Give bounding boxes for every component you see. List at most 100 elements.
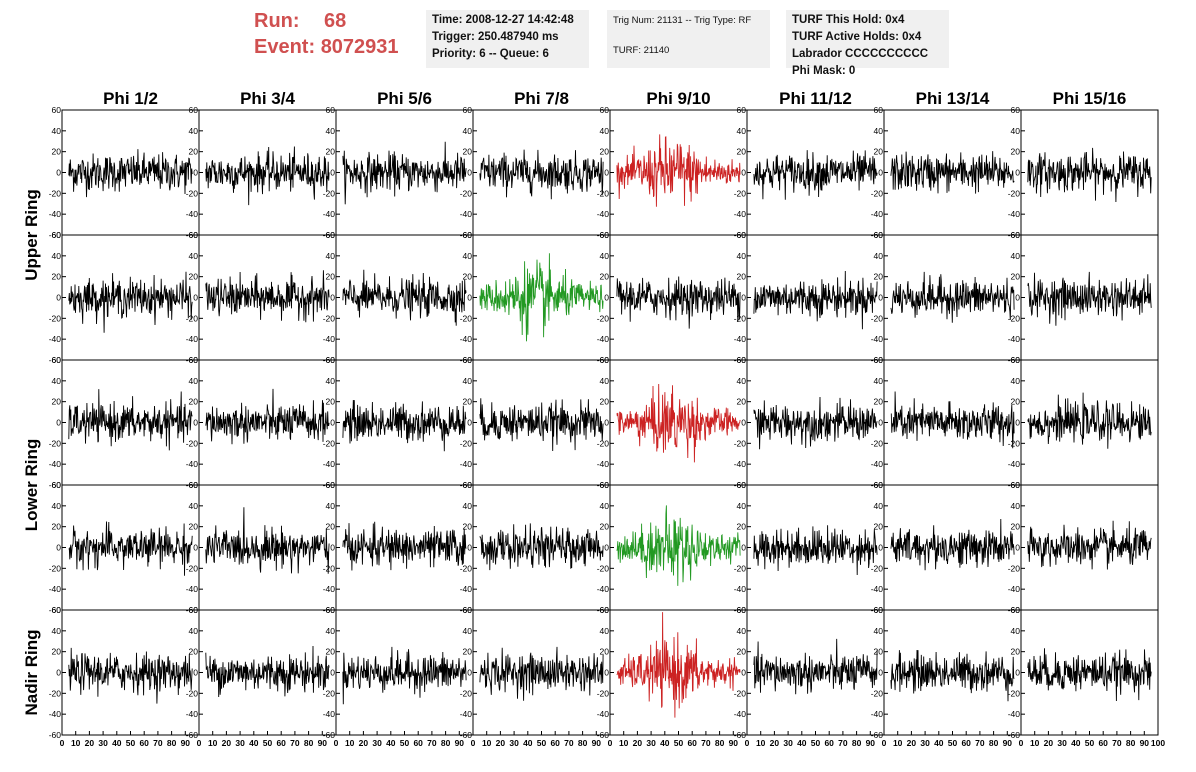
xtick-label-c1: 80 [304,738,314,748]
xtick-label-c3: 40 [523,738,533,748]
ytick-label-r2-c1: 0 [193,418,198,428]
ytick-label-r0-c5: 20 [737,147,747,157]
column-header-5: Phi 9/10 [646,89,710,108]
xtick-label-c5: 90 [866,738,876,748]
ytick-label-r2-c4: 20 [600,397,610,407]
waveform-trace-r4-c7 [1027,648,1152,702]
ytick-label-r4-c3: 20 [463,647,473,657]
xtick-label-c0: 40 [112,738,122,748]
turf-line: TURF: 21140 [613,45,670,56]
ytick-label-r0-c1: 60 [189,105,199,115]
ytick-label-r2-c3: 0 [467,418,472,428]
waveform-trace-r1-c7 [1027,271,1152,326]
waveform-trace-r0-c4 [616,134,741,207]
ytick-label-r1-c6: 0 [878,293,883,303]
ytick-label-r1-c1: 60 [189,230,199,240]
ytick-label-r4-c5: 60 [737,605,747,615]
waveform-trace-r4-c6 [890,649,1015,702]
ytick-label-r4-c5: 0 [741,668,746,678]
ytick-label-r0-c7: -20 [1008,188,1021,198]
waveform-trace-r0-c7 [1027,147,1152,203]
ytick-label-r0-c4: -20 [597,188,610,198]
ytick-label-r2-c6: 0 [878,418,883,428]
xtick-label-c5: 20 [770,738,780,748]
ytick-label-r3-c5: 60 [737,480,747,490]
waveform-trace-r0-c6 [890,151,1015,194]
ytick-label-r1-c6: 20 [874,272,884,282]
priority-line: Priority: 6 -- Queue: 6 [432,48,549,60]
waveform-trace-r2-c7 [1027,392,1152,449]
ytick-label-r1-c0: 20 [52,272,62,282]
ytick-label-r2-c4: 40 [600,376,610,386]
ytick-label-r4-c7: 0 [1015,668,1020,678]
ytick-label-r4-c6: 0 [878,668,883,678]
waveform-trace-r3-c4 [616,505,741,586]
ytick-label-r1-c5: 0 [741,293,746,303]
xtick-label-c6: 30 [920,738,930,748]
ytick-label-r4-c4: -20 [597,688,610,698]
waveform-trace-r0-c3 [479,149,604,200]
event-value: 8072931 [320,36,399,58]
ytick-label-r4-c2: 60 [326,605,336,615]
xtick-label-c0: 30 [98,738,108,748]
waveform-trace-r1-c4 [616,276,741,329]
ytick-label-r4-c0: 20 [52,647,62,657]
ytick-label-r1-c5: -20 [734,313,747,323]
ytick-label-r1-c4: 20 [600,272,610,282]
ytick-label-r3-c1: -40 [186,584,199,594]
ytick-label-r2-c4: 60 [600,355,610,365]
run-label: Run: [254,10,300,32]
ytick-label-r1-c4: 0 [604,293,609,303]
ytick-label-r2-c0: -60 [49,480,62,490]
ytick-label-r4-c6: -40 [871,709,884,719]
ytick-label-r0-c3: -20 [460,188,473,198]
ytick-label-r3-c3: 0 [467,543,472,553]
waveform-trace-r4-c0 [68,647,193,704]
ytick-label-r2-c5: 40 [737,376,747,386]
ytick-label-r4-c0: 0 [56,668,61,678]
xtick-label-c6: 60 [961,738,971,748]
ytick-label-r2-c6: 60 [874,355,884,365]
xtick-label-c2: 90 [455,738,465,748]
ytick-label-r2-c6: 20 [874,397,884,407]
ytick-label-r3-c0: 40 [52,501,62,511]
time-line: Time: 2008-12-27 14:42:48 [432,14,574,26]
ytick-label-r4-c1: -40 [186,709,199,719]
ytick-label-r3-c4: 40 [600,501,610,511]
xtick-label-c4: 60 [687,738,697,748]
xtick-label-c4: 30 [646,738,656,748]
ytick-label-r0-c6: 0 [878,168,883,178]
xtick-label-c4: 40 [660,738,670,748]
ytick-label-r3-c7: 60 [1011,480,1021,490]
xtick-label-c3: 60 [550,738,560,748]
ytick-label-r0-c1: 0 [193,168,198,178]
ytick-label-r0-c0: 0 [56,168,61,178]
xtick-label-c7: 60 [1098,738,1108,748]
waveform-trace-r4-c5 [753,638,878,695]
ytick-label-r0-c2: -20 [323,188,336,198]
ytick-label-r1-c5: 60 [737,230,747,240]
column-header-8: Phi 15/16 [1053,89,1127,108]
ytick-label-r3-c5: -40 [734,584,747,594]
ytick-label-r4-c3: -20 [460,688,473,698]
ytick-label-r0-c7: -40 [1008,209,1021,219]
xtick-label-c7: 30 [1057,738,1067,748]
waveform-trace-r2-c6 [890,391,1015,449]
ytick-label-r4-c7: -20 [1008,688,1021,698]
ytick-label-r3-c3: 40 [463,501,473,511]
time-info-box: Time: 2008-12-27 14:42:48 Trigger: 250.4… [426,10,589,68]
xtick-label-c6: 20 [907,738,917,748]
ytick-label-r1-c0: -60 [49,355,62,365]
xtick-label-c1: 20 [222,738,232,748]
ytick-label-r0-c2: 60 [326,105,336,115]
xtick-label-c1: 70 [290,738,300,748]
ytick-label-r1-c2: 40 [326,251,336,261]
waveform-trace-r0-c2 [342,141,467,205]
ytick-label-r4-c6: 40 [874,626,884,636]
ytick-label-r0-c7: 40 [1011,126,1021,136]
ytick-label-r3-c4: 60 [600,480,610,490]
ytick-label-r0-c0: -40 [49,209,62,219]
ytick-label-r1-c1: -20 [186,313,199,323]
xtick-label-c2: 50 [400,738,410,748]
ytick-label-r1-c0: 60 [52,230,62,240]
